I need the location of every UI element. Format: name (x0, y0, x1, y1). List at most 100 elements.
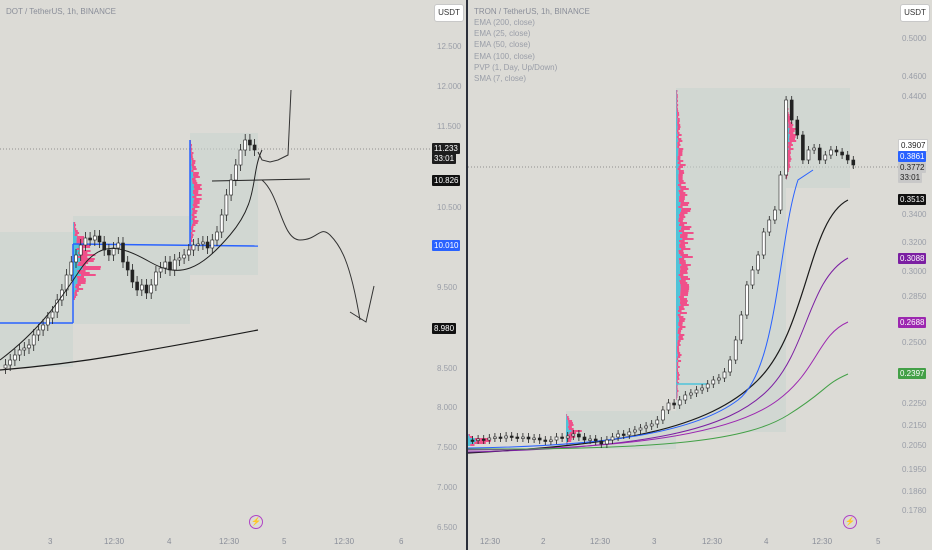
volume-profile-bar (191, 224, 196, 226)
volume-profile-bar (679, 222, 688, 224)
candle (83, 237, 88, 246)
volume-profile-bar (676, 124, 678, 126)
volume-profile-bar (80, 274, 96, 276)
candle (610, 436, 615, 441)
candle (3, 364, 8, 369)
volume-profile-bar (191, 236, 193, 238)
volume-profile-bar (77, 280, 86, 282)
indicator-ema-100[interactable]: EMA (100, close) (474, 51, 535, 61)
tron-chart-canvas[interactable] (468, 0, 932, 550)
volume-profile-bar (677, 344, 681, 346)
volume-profile-bar (681, 210, 691, 212)
candle (801, 134, 805, 161)
volume-profile-bar (676, 312, 680, 314)
volume-profile-bar (193, 186, 201, 188)
indicator-ema-200[interactable]: EMA (200, close) (474, 18, 535, 27)
volume-profile-bar (676, 216, 680, 218)
volume-profile-bar (788, 126, 793, 128)
volume-profile-bar (677, 134, 682, 136)
volume-profile-bar (676, 390, 677, 392)
ema-fast-line (468, 169, 814, 449)
volume-profile-bar (678, 252, 684, 254)
volume-profile-bar (676, 248, 682, 250)
volume-profile-bar (190, 190, 193, 192)
volume-profile-bar (73, 294, 75, 296)
price-scale-label: 6.500 (437, 523, 458, 532)
volume-profile-bar (678, 334, 685, 336)
volume-profile-bar (677, 372, 679, 374)
indicator-sma-7[interactable]: SMA (7, close) (474, 74, 527, 84)
currency-button[interactable]: USDT (900, 4, 930, 22)
volume-profile-bar (676, 196, 680, 198)
chart-pane-dot[interactable]: DOT / TetherUS, 1h, BINANCE USDT 12.500 1… (0, 0, 466, 550)
volume-profile-bar (73, 244, 79, 246)
indicator-ema-50[interactable]: EMA (50, close) (474, 40, 531, 50)
volume-profile-bar (789, 140, 797, 142)
volume-profile-bar (679, 198, 685, 200)
volume-profile-bar (676, 162, 678, 164)
volume-profile-bar (676, 384, 677, 386)
volume-profile-bar (77, 282, 86, 284)
volume-profile-bar (468, 442, 475, 444)
volume-profile-bar (676, 156, 678, 158)
candle (238, 149, 243, 166)
volume-profile-bar (73, 252, 79, 254)
candle (549, 439, 553, 442)
volume-profile-bar (787, 120, 791, 122)
volume-profile-bar (192, 192, 199, 194)
candle (526, 436, 531, 440)
candle (74, 254, 78, 263)
flash-icon[interactable]: ⚡ (249, 515, 263, 529)
volume-profile-bar (76, 276, 85, 278)
dot-chart-canvas[interactable] (0, 0, 466, 550)
volume-profile-bar (190, 224, 192, 226)
volume-profile-bar (568, 428, 574, 430)
volume-profile-bar (678, 174, 683, 176)
volume-profile-bar (677, 168, 681, 170)
candle (201, 241, 205, 245)
candle (243, 139, 247, 151)
pane-divider[interactable] (466, 0, 468, 550)
candle (661, 409, 665, 421)
volume-profile-bar (566, 424, 569, 426)
volume-profile-bar (676, 358, 677, 360)
volume-profile-bar (680, 234, 688, 236)
volume-profile-bar (190, 240, 193, 242)
volume-profile-bar (787, 150, 791, 152)
volume-profile-bar (676, 166, 679, 168)
volume-profile-bar (680, 268, 689, 270)
currency-button[interactable]: USDT (434, 4, 464, 22)
candle (711, 379, 716, 385)
volume-profile-bar (676, 298, 680, 300)
flash-icon[interactable]: ⚡ (843, 515, 857, 529)
candle (806, 149, 811, 161)
volume-profile-bar (676, 348, 678, 350)
candle (13, 354, 17, 361)
volume-profile-bar (676, 368, 678, 370)
candle (621, 433, 626, 436)
volume-profile-bar (676, 336, 679, 338)
volume-profile-bar (676, 286, 681, 288)
volume-profile-bar (677, 126, 681, 128)
volume-profile-bar (73, 224, 75, 226)
price-scale-label: 10.500 (437, 203, 462, 212)
candle (248, 139, 252, 146)
candle (27, 344, 31, 349)
volume-profile-bar (569, 432, 577, 434)
time-axis-label: 4 (167, 537, 172, 546)
price-scale-label: 0.2050 (902, 441, 927, 450)
indicator-ema-25[interactable]: EMA (25, close) (474, 29, 531, 39)
chart-pane-tron[interactable]: TRON / TetherUS, 1h, BINANCE EMA (200, c… (468, 0, 932, 550)
volume-profile-bar (677, 314, 681, 316)
volume-profile-bar (677, 128, 680, 130)
time-axis-label: 3 (652, 537, 657, 546)
price-scale-label: 8.500 (437, 364, 458, 373)
volume-profile-bar (676, 210, 682, 212)
indicator-pvp[interactable]: PVP (1, Day, Up/Down) (474, 62, 558, 72)
volume-profile-bar (788, 142, 792, 144)
volume-profile-bar (676, 278, 681, 280)
candle (851, 159, 856, 166)
volume-profile-bar (191, 170, 194, 172)
volume-profile-bar (676, 280, 680, 282)
time-axis-label: 12:30 (812, 537, 833, 546)
